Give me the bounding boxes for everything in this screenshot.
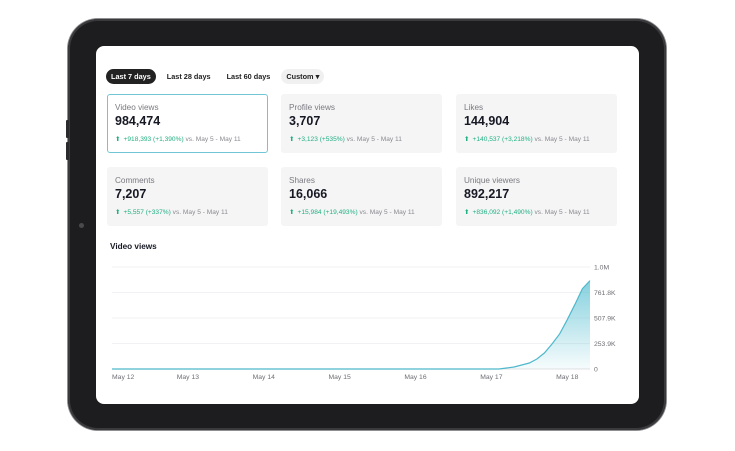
change-compare: vs. May 5 - May 11: [359, 209, 415, 216]
x-tick-label: May 13: [177, 374, 200, 381]
tab-custom[interactable]: Custom ▾: [281, 69, 325, 84]
metric-change: ⬆ +15,984 (+19,493%) vs. May 5 - May 11: [289, 208, 434, 216]
change-compare: vs. May 5 - May 11: [534, 209, 590, 216]
change-value: +5,557 (+337%): [123, 209, 171, 216]
metric-change: ⬆ +3,123 (+535%) vs. May 5 - May 11: [289, 135, 434, 143]
x-tick-label: May 18: [556, 374, 579, 381]
change-value: +918,393 (+1,390%): [123, 136, 184, 143]
tablet-button-top: [66, 120, 69, 138]
metric-value: 16,066: [289, 187, 328, 201]
metric-value: 892,217: [464, 187, 510, 201]
metric-card-likes[interactable]: Likes 144,904 ⬆ +140,537 (+3,218%) vs. Ma…: [456, 94, 617, 153]
metric-card-profile-views[interactable]: Profile views 3,707 ⬆ +3,123 (+535%) vs. …: [281, 94, 442, 153]
x-tick-label: May 17: [480, 374, 503, 381]
metric-label: Comments: [115, 176, 155, 185]
metric-change: ⬆ +140,537 (+3,218%) vs. May 5 - May 11: [464, 135, 609, 143]
y-tick-label: 1.0M: [594, 265, 609, 272]
x-tick-label: May 15: [328, 374, 351, 381]
screen: Last 7 days Last 28 days Last 60 days Cu…: [96, 46, 639, 404]
metric-label: Likes: [464, 103, 484, 112]
change-compare: vs. May 5 - May 11: [185, 136, 241, 143]
change-value: +836,092 (+1,490%): [472, 209, 533, 216]
change-value: +3,123 (+535%): [297, 136, 345, 143]
change-compare: vs. May 5 - May 11: [346, 136, 402, 143]
change-compare: vs. May 5 - May 11: [534, 136, 590, 143]
arrow-up-icon: ⬆: [289, 136, 295, 143]
x-tick-label: May 12: [112, 374, 135, 381]
chart-area: [112, 280, 590, 369]
arrow-up-icon: ⬆: [115, 209, 121, 216]
y-tick-label: 0: [594, 367, 598, 374]
tab-last-28-days[interactable]: Last 28 days: [166, 72, 211, 81]
arrow-up-icon: ⬆: [464, 209, 470, 216]
change-value: +15,984 (+19,493%): [297, 209, 358, 216]
arrow-up-icon: ⬆: [289, 209, 295, 216]
tab-last-60-days[interactable]: Last 60 days: [226, 72, 271, 81]
metric-change: ⬆ +5,557 (+337%) vs. May 5 - May 11: [115, 208, 260, 216]
metric-change: ⬆ +918,393 (+1,390%) vs. May 5 - May 11: [115, 135, 260, 143]
metric-value: 7,207: [115, 187, 147, 201]
metric-value: 3,707: [289, 114, 321, 128]
video-views-chart: 0 253.9K 507.9K 761.8K 1.0M May 12 May 13 May …: [112, 265, 616, 381]
date-range-tabs: Last 7 days Last 28 days Last 60 days Cu…: [106, 69, 325, 84]
metric-card-video-views[interactable]: Video views 984,474 ⬆ +918,393 (+1,390%) …: [107, 94, 268, 153]
metric-label: Video views: [115, 103, 159, 112]
metric-card-shares[interactable]: Shares 16,066 ⬆ +15,984 (+19,493%) vs. Ma…: [281, 167, 442, 226]
metric-label: Shares: [289, 176, 315, 185]
y-tick-label: 507.9K: [594, 315, 616, 322]
camera-icon: [79, 223, 84, 228]
y-tick-label: 253.9K: [594, 341, 616, 348]
chart-line: [112, 280, 591, 370]
change-compare: vs. May 5 - May 11: [172, 209, 228, 216]
y-tick-label: 761.8K: [594, 290, 616, 297]
tablet-button-mid: [66, 142, 69, 160]
metric-change: ⬆ +836,092 (+1,490%) vs. May 5 - May 11: [464, 208, 609, 216]
x-tick-label: May 16: [404, 374, 427, 381]
arrow-up-icon: ⬆: [115, 136, 121, 143]
metric-card-unique-viewers[interactable]: Unique viewers 892,217 ⬆ +836,092 (+1,490…: [456, 167, 617, 226]
change-value: +140,537 (+3,218%): [472, 136, 533, 143]
x-tick-label: May 14: [253, 374, 276, 381]
metric-label: Unique viewers: [464, 176, 520, 185]
arrow-up-icon: ⬆: [464, 136, 470, 143]
metric-card-comments[interactable]: Comments 7,207 ⬆ +5,557 (+337%) vs. May 5…: [107, 167, 268, 226]
metric-value: 144,904: [464, 114, 510, 128]
tab-last-7-days[interactable]: Last 7 days: [106, 69, 156, 84]
metric-value: 984,474: [115, 114, 161, 128]
chart-title: Video views: [110, 242, 157, 251]
metric-label: Profile views: [289, 103, 335, 112]
